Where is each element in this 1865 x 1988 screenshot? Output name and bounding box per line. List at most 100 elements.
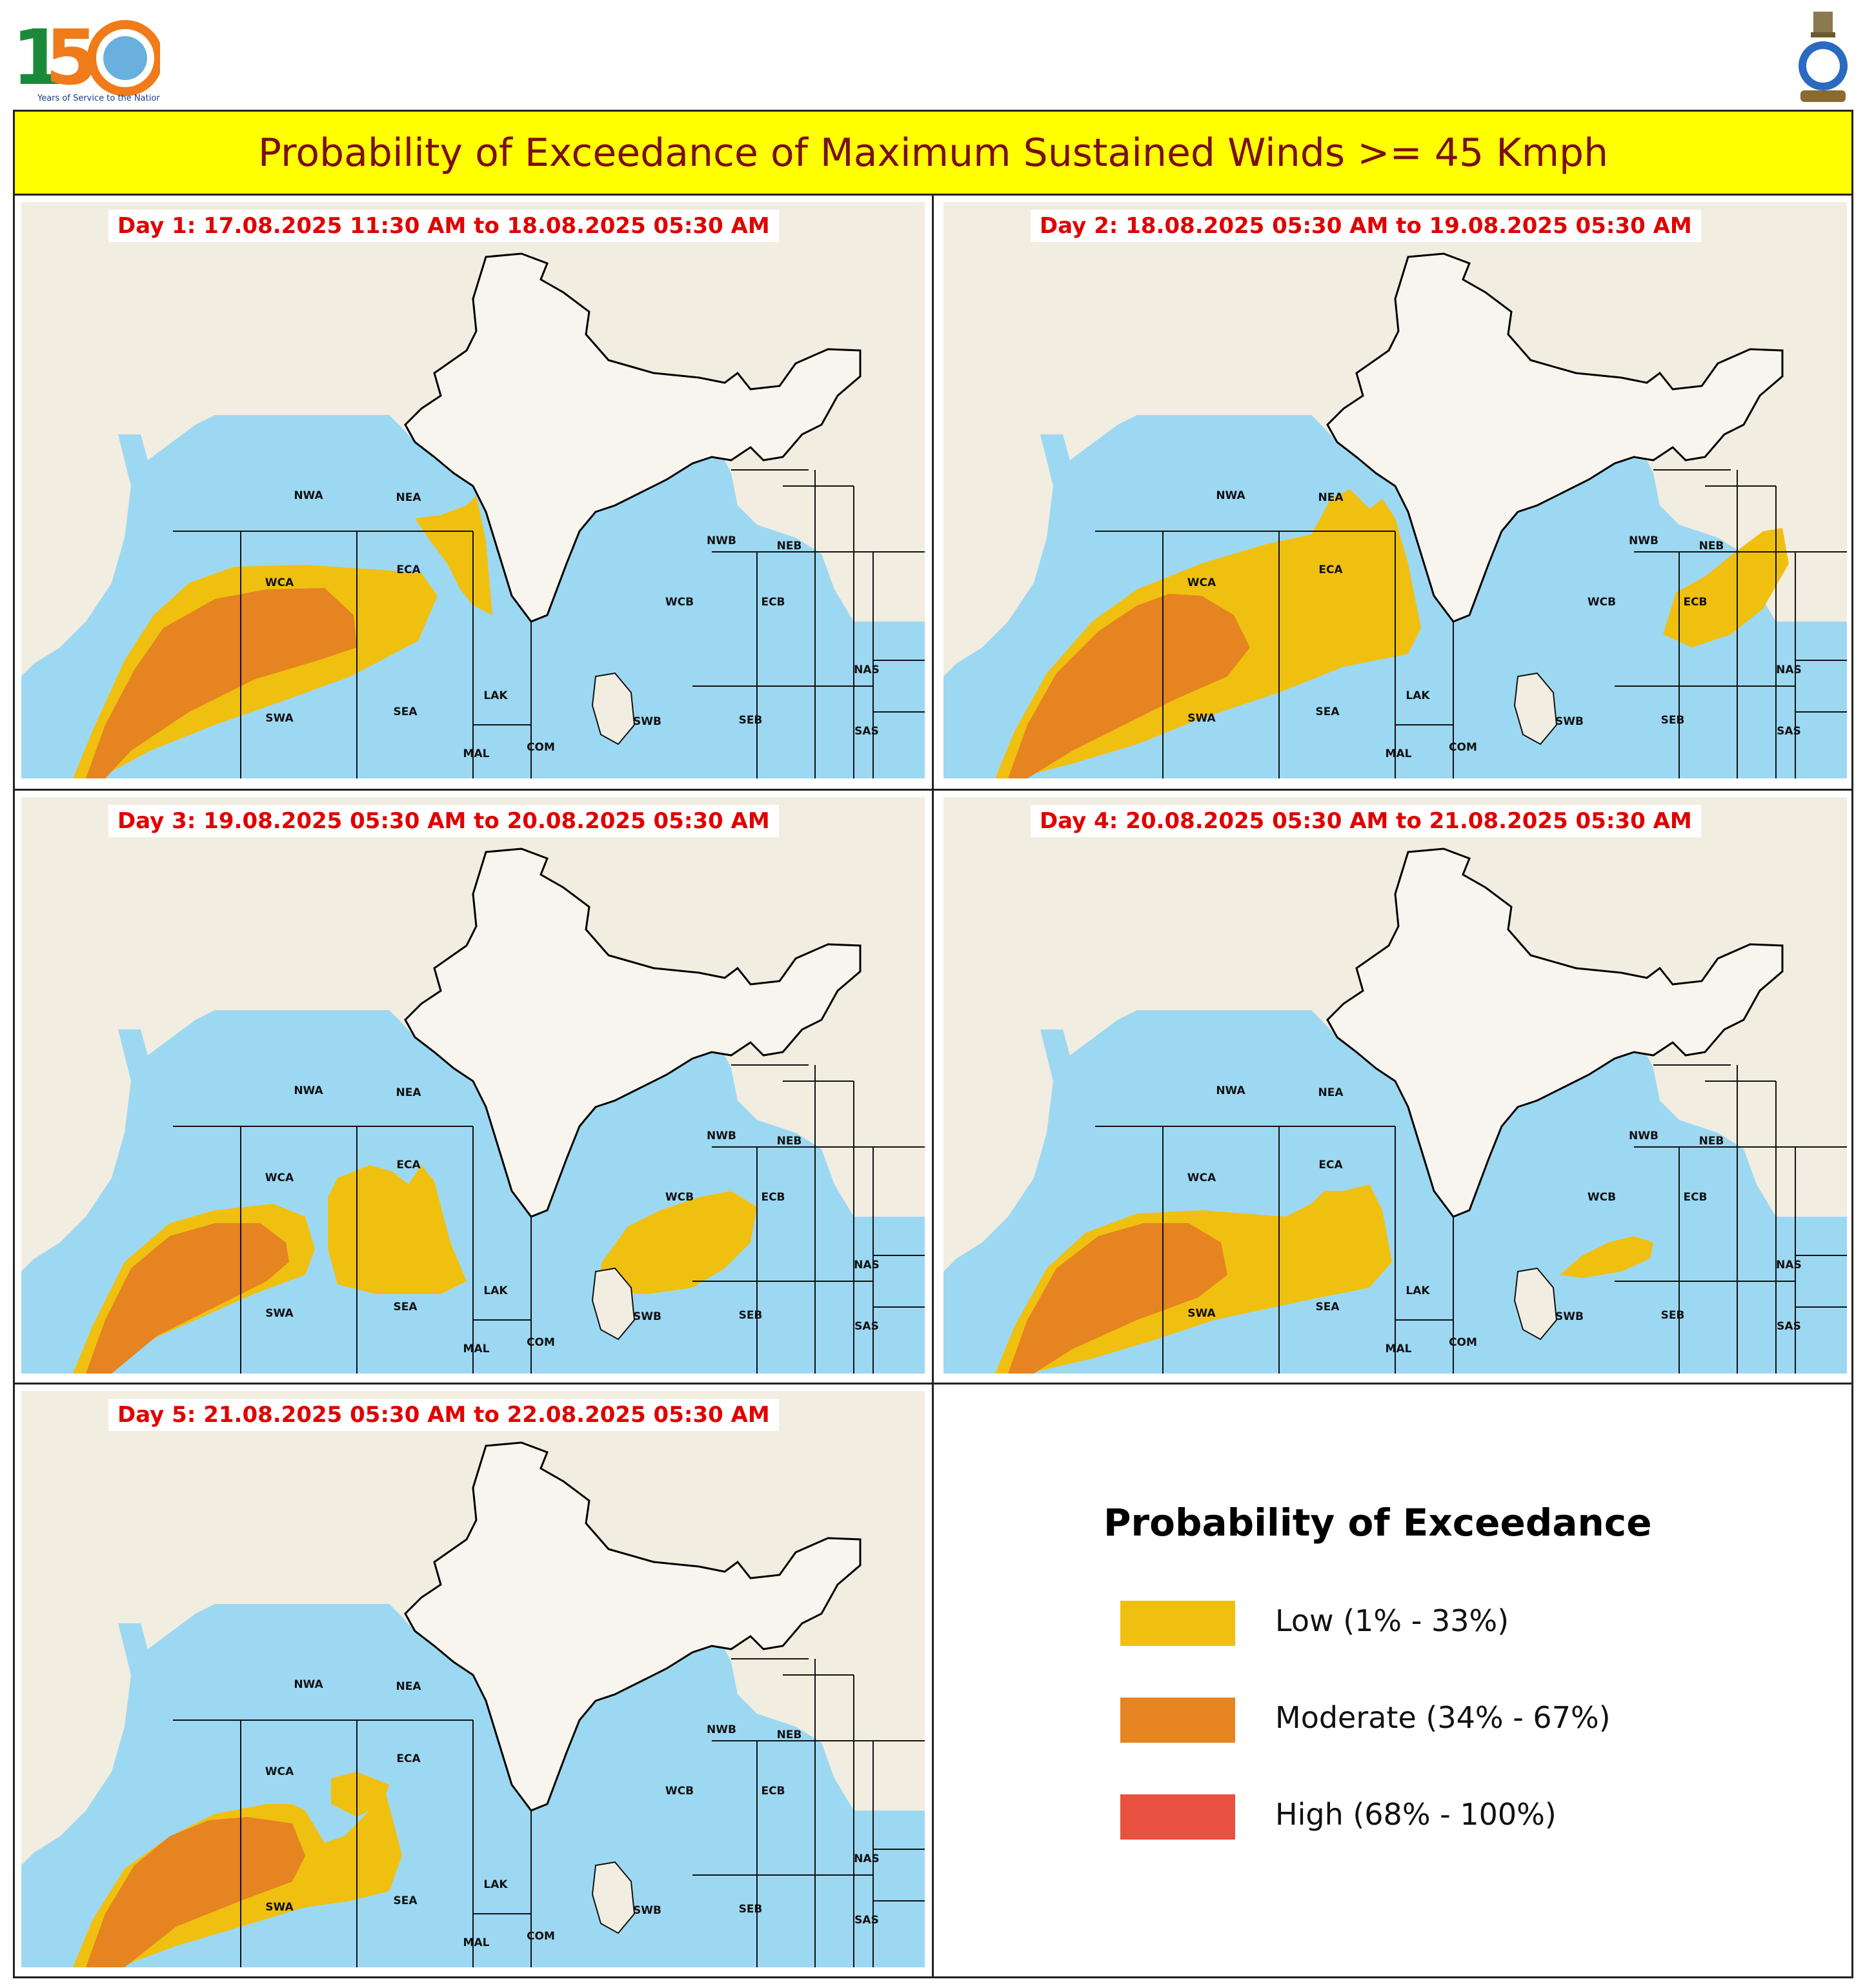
title-bar: Probability of Exceedance of Maximum Sus… (15, 112, 1851, 196)
zone-label-nas: NAS (1776, 664, 1802, 676)
zone-label-nea: NEA (396, 1680, 422, 1693)
zone-label-ecb: ECB (761, 1785, 785, 1798)
imd-150-years-logo: 1 5 Years of Service to the Nation (12, 12, 163, 108)
zone-label-swb: SWB (633, 1904, 661, 1917)
zone-label-seb: SEB (739, 714, 763, 727)
zone-label-neb: NEB (1699, 540, 1724, 553)
india-outline (404, 252, 862, 623)
zone-label-com: COM (527, 741, 555, 754)
zone-label-seb: SEB (739, 1309, 763, 1322)
zone-label-nea: NEA (396, 491, 422, 504)
zone-label-lak: LAK (483, 689, 508, 702)
sri-lanka-outline (591, 1861, 636, 1934)
zone-label-nwb: NWB (707, 1130, 736, 1142)
zone-label-seb: SEB (1661, 714, 1685, 727)
zone-label-ecb: ECB (761, 596, 785, 609)
probability-area-moderate (86, 588, 357, 778)
grid-divider-vertical (932, 196, 934, 1977)
zone-label-seb: SEB (739, 1903, 763, 1916)
legend-title: Probability of Exceedance (1104, 1501, 1652, 1545)
zone-label-sas: SAS (854, 1320, 879, 1333)
grid-divider-row1 (15, 789, 1851, 791)
zone-label-wca: WCA (265, 576, 294, 589)
probability-area-low (599, 1191, 757, 1294)
zone-label-com: COM (1449, 1336, 1477, 1349)
zone-label-nas: NAS (854, 664, 880, 676)
zone-label-lak: LAK (1406, 689, 1430, 702)
zone-label-mal: MAL (463, 1936, 490, 1949)
legend-label-high: High (68% - 100%) (1275, 1797, 1557, 1832)
map-panel-day5: NWA NEA ECA WCA SWA SEA LAK MAL COM NWB NEB WCB ECB S… (21, 1391, 925, 1967)
zone-label-swa: SWA (265, 1901, 294, 1914)
sri-lanka-outline (591, 672, 636, 746)
zone-label-mal: MAL (1386, 1343, 1412, 1355)
probability-area-low (1560, 1236, 1653, 1278)
zone-label-eca: ECA (396, 1159, 421, 1172)
zone-label-neb: NEB (1699, 1135, 1724, 1148)
probability-area-low (1663, 528, 1789, 647)
logo-caption: Years of Service to the Nation (37, 94, 160, 103)
india-outline (404, 847, 862, 1218)
zone-label-lak: LAK (483, 1878, 508, 1891)
zone-label-sas: SAS (1777, 725, 1801, 738)
zone-label-sea: SEA (1315, 705, 1340, 718)
panel-title: Day 4: 20.08.2025 05:30 AM to 21.08.2025… (1031, 805, 1701, 837)
legend-swatch-moderate (1120, 1698, 1235, 1743)
zone-label-swa: SWA (1187, 712, 1216, 725)
zone-label-nwb: NWB (707, 534, 736, 547)
map-panel-day3: NWA NEA ECA WCA SWA SEA LAK MAL COM NWB NEB WCB ECB S… (21, 797, 925, 1374)
imd-emblem-icon (1794, 12, 1852, 107)
zone-label-mal: MAL (463, 1343, 490, 1355)
zone-label-com: COM (1449, 741, 1477, 754)
zone-label-swb: SWB (1555, 1310, 1584, 1323)
india-outline (1326, 252, 1784, 623)
map-panel-day2: NWA NEA ECA WCA SWA SEA LAK MAL COM NWB NEB WCB ECB S… (943, 202, 1847, 778)
legend-label-moderate: Moderate (34% - 67%) (1275, 1700, 1611, 1735)
sri-lanka-outline (591, 1267, 636, 1341)
zone-label-swb: SWB (633, 1310, 661, 1323)
zone-label-mal: MAL (463, 747, 490, 760)
zone-label-nea: NEA (1318, 491, 1344, 504)
legend-label-low: Low (1% - 33%) (1275, 1603, 1509, 1638)
zone-label-seb: SEB (1661, 1309, 1685, 1322)
zone-label-com: COM (527, 1336, 555, 1349)
zone-label-eca: ECA (1318, 1159, 1343, 1172)
probability-area-moderate (1008, 1223, 1227, 1374)
zone-label-nwb: NWB (1629, 1130, 1658, 1142)
map-panel-day4: NWA NEA ECA WCA SWA SEA LAK MAL COM NWB NEB WCB ECB S… (943, 797, 1847, 1374)
legend-swatch-low (1120, 1601, 1235, 1646)
zone-label-wca: WCA (265, 1172, 294, 1184)
zone-label-wca: WCA (1187, 576, 1216, 589)
zone-label-sas: SAS (1777, 1320, 1801, 1333)
zone-label-wca: WCA (1187, 1172, 1216, 1184)
zone-label-nwa: NWA (294, 1678, 323, 1691)
probability-area-moderate (86, 1817, 305, 1967)
zone-label-nwa: NWA (1216, 489, 1245, 502)
legend-swatch-high (1120, 1794, 1235, 1840)
probability-area-moderate (1008, 594, 1250, 778)
svg-text:1: 1 (12, 13, 65, 102)
zone-label-eca: ECA (396, 1752, 421, 1765)
probability-area-moderate (86, 1223, 289, 1374)
zone-label-ecb: ECB (1683, 1191, 1707, 1204)
sri-lanka-outline (1513, 1267, 1558, 1341)
sri-lanka-outline (1513, 672, 1558, 746)
map-svg: NWA NEA ECA WCA SWA SEA LAK MAL COM NWB NEB WCB ECB S… (21, 202, 925, 778)
zone-label-wca: WCA (265, 1765, 294, 1778)
figure-frame (13, 110, 1853, 1978)
zone-label-wcb: WCB (1588, 1191, 1616, 1204)
zone-label-wcb: WCB (665, 1785, 694, 1798)
map-svg: NWA NEA ECA WCA SWA SEA LAK MAL COM NWB NEB WCB ECB S… (943, 797, 1847, 1374)
india-outline (404, 1441, 862, 1812)
zone-label-lak: LAK (1406, 1284, 1430, 1297)
zone-label-wcb: WCB (1588, 596, 1616, 609)
zone-label-wcb: WCB (665, 1191, 694, 1204)
zone-label-ecb: ECB (1683, 596, 1707, 609)
zone-label-lak: LAK (483, 1284, 508, 1297)
zone-label-nwb: NWB (707, 1723, 736, 1736)
zone-label-nas: NAS (854, 1852, 880, 1865)
zone-label-sea: SEA (393, 705, 418, 718)
india-outline (1326, 847, 1784, 1218)
figure-title: Probability of Exceedance of Maximum Sus… (257, 130, 1609, 176)
grid-divider-row2 (15, 1383, 1851, 1384)
